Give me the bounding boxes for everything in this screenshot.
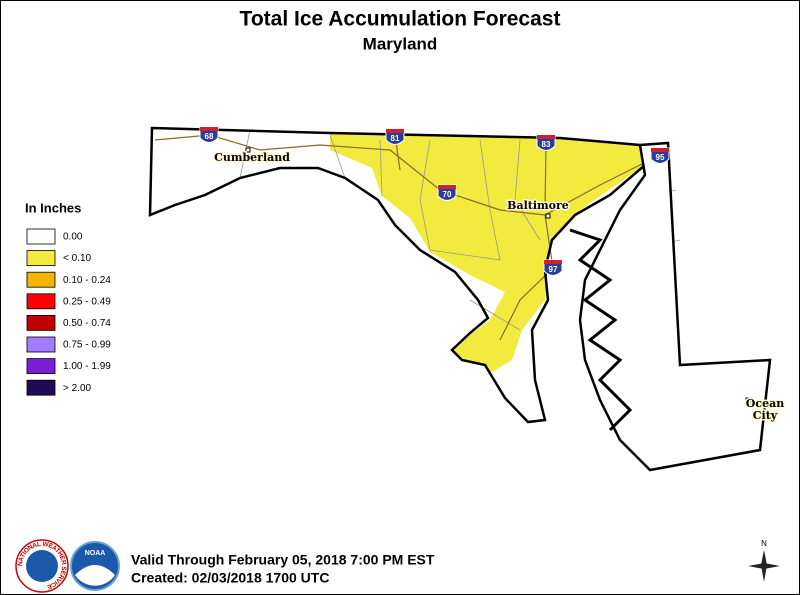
shield-number: 70 xyxy=(443,190,452,199)
legend-label: 0.00 xyxy=(63,232,83,243)
created-text: Created: 02/03/2018 1700 UTC xyxy=(131,570,329,586)
valid-text: Valid Through February 05, 2018 7:00 PM … xyxy=(131,552,435,568)
eastern-shore xyxy=(578,141,772,472)
title: Total Ice Accumulation Forecast xyxy=(240,8,561,31)
compass-n: N xyxy=(761,539,767,548)
legend-label: 0.50 - 0.74 xyxy=(63,318,111,329)
legend-swatch xyxy=(26,314,56,331)
noaa-text: NOAA xyxy=(85,550,106,557)
compass: N xyxy=(748,539,780,582)
legend-swatch xyxy=(26,358,56,375)
city-label: City xyxy=(753,409,778,422)
shield-number: 83 xyxy=(542,140,551,149)
shield-number: 95 xyxy=(656,153,665,162)
noaa-logo: NOAA xyxy=(70,541,120,591)
nws-logo: NATIONAL WEATHER SERVICE xyxy=(15,539,69,593)
map xyxy=(148,126,772,472)
shield-number: 68 xyxy=(205,132,214,141)
shield-top xyxy=(438,185,456,189)
legend-title: In Inches xyxy=(25,200,81,215)
shield-top xyxy=(200,127,218,131)
legend-swatch xyxy=(26,271,56,288)
city-label: Baltimore xyxy=(507,199,569,212)
shield-top xyxy=(537,135,555,139)
city-dot xyxy=(545,213,551,219)
legend-swatch xyxy=(26,379,56,396)
interstate-shield: 95 xyxy=(650,147,670,164)
interstate-shield: 83 xyxy=(536,134,556,151)
interstates: 68 81 83 95 70 97 xyxy=(199,126,670,276)
legend-swatch xyxy=(26,250,56,267)
city-label: Ocean xyxy=(746,397,784,410)
shield-top xyxy=(544,260,562,264)
legend: 0.00 < 0.10 0.10 - 0.24 0.25 - 0.49 0.50 - 0… xyxy=(26,228,111,396)
legend-label: > 2.00 xyxy=(63,383,92,394)
shield-top xyxy=(651,148,669,152)
legend-label: 0.75 - 0.99 xyxy=(63,340,111,351)
bay-shore xyxy=(569,228,633,432)
legend-swatch xyxy=(26,228,56,245)
interstate-shield: 68 xyxy=(199,126,219,143)
city-label: Cumberland xyxy=(214,151,290,164)
legend-swatch xyxy=(26,293,56,310)
legend-label: 0.10 - 0.24 xyxy=(63,275,111,286)
city-dot xyxy=(245,147,251,153)
legend-label: 1.00 - 1.99 xyxy=(63,361,111,372)
shield-top xyxy=(386,129,404,133)
shield-number: 97 xyxy=(549,265,558,274)
ice-area xyxy=(330,130,645,372)
subtitle: Maryland xyxy=(363,34,438,53)
interstate-shield: 97 xyxy=(543,259,563,276)
interstate-shield: 70 xyxy=(437,184,457,201)
shield-number: 81 xyxy=(391,134,400,143)
legend-label: 0.25 - 0.49 xyxy=(63,296,111,307)
legend-swatch xyxy=(26,336,56,353)
legend-label: < 0.10 xyxy=(63,253,92,264)
interstate-shield: 81 xyxy=(385,128,405,145)
city-dot xyxy=(745,397,751,403)
